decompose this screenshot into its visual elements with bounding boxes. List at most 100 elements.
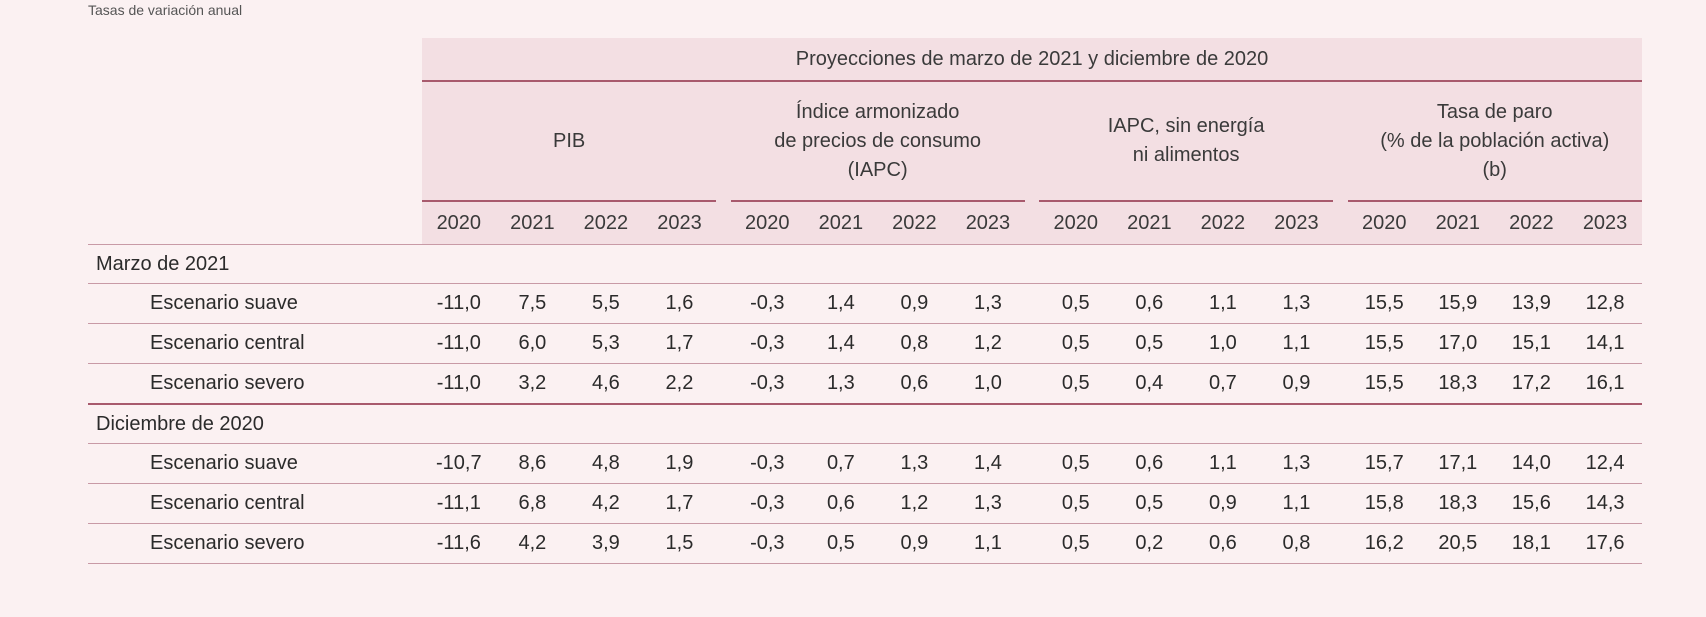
table-cell: 1,2 [877,483,952,524]
table-cell: 1,7 [642,483,717,524]
group-gap [1333,323,1348,364]
table-cell: 5,3 [569,323,643,364]
year-header: 2022 [1186,201,1260,245]
table-cell: -11,0 [422,363,496,405]
table-cell: 4,6 [569,363,643,405]
year-header: 2021 [1421,201,1495,245]
table-cell: -0,3 [730,283,805,324]
table-cell: 1,4 [804,283,878,324]
table-cell: 6,0 [495,323,570,364]
table-cell: 1,2 [951,323,1025,364]
table-cell: 0,9 [877,523,952,564]
table-cell: 0,7 [804,443,878,484]
group-header: Índice armonizado de precios de consumo (I… [730,81,1025,202]
group-gap [716,81,731,201]
group-gap [1024,363,1040,405]
group-gap [1024,201,1040,245]
section-label: Marzo de 2021 [88,244,423,284]
year-header: 2020 [1347,201,1422,245]
table-cell: 0,5 [1039,323,1113,364]
table-cell: 1,1 [1186,283,1260,324]
table-cell: 15,5 [1347,363,1422,405]
table-cell: 17,0 [1421,323,1495,364]
table-cell: 0,6 [1112,443,1187,484]
table-cell: 1,0 [951,363,1025,405]
year-header: 2023 [1568,201,1642,245]
table-cell: 5,5 [569,283,643,324]
table-cell: 14,3 [1568,483,1642,524]
group-gap [1333,483,1348,524]
table-cell: 14,0 [1494,443,1569,484]
row-label: Escenario suave [88,283,423,324]
group-gap [716,483,731,524]
group-gap [1024,443,1040,484]
group-gap [1333,363,1348,405]
table-cell: 7,5 [495,283,570,324]
table-cell: 1,9 [642,443,717,484]
group-gap [716,523,731,564]
table-cell: 13,9 [1494,283,1569,324]
section-row: Diciembre de 2020 [88,404,1642,444]
table-cell: -0,3 [730,443,805,484]
group-header: Tasa de paro (% de la población activa) (b… [1347,81,1642,202]
group-gap [1024,523,1040,564]
table-cell: 20,5 [1421,523,1495,564]
top-header: Proyecciones de marzo de 2021 y diciembr… [422,38,1642,82]
table-cell: 2,2 [642,363,717,405]
table-cell: 0,9 [1259,363,1334,405]
table-cell: 1,3 [951,283,1025,324]
year-header: 2022 [877,201,952,245]
table-cell: 3,2 [495,363,570,405]
table-cell: 15,1 [1494,323,1569,364]
year-header: 2020 [730,201,805,245]
table-cell: -10,7 [422,443,496,484]
table-cell: 0,5 [1112,483,1187,524]
table-cell: 16,1 [1568,363,1642,405]
table-cell: 1,0 [1186,323,1260,364]
table-cell: 6,8 [495,483,570,524]
table-row: Escenario suave -11,0 7,5 5,5 1,6 -0,3 1,4 0,9 1… [88,283,1642,324]
table-cell: 17,1 [1421,443,1495,484]
group-gap [1024,283,1040,324]
table-cell: -0,3 [730,483,805,524]
year-header: 2023 [951,201,1025,245]
table-cell: 12,4 [1568,443,1642,484]
table-cell: 1,1 [1186,443,1260,484]
table-cell: 12,8 [1568,283,1642,324]
table-cell: 0,5 [804,523,878,564]
table-cell: 1,3 [1259,283,1334,324]
year-header: 2021 [495,201,570,245]
group-gap [716,323,731,364]
section-fill [422,244,1642,284]
table-cell: 0,5 [1039,283,1113,324]
table-cell: 3,9 [569,523,643,564]
year-header: 2020 [1039,201,1113,245]
year-header: 2021 [1112,201,1187,245]
table-cell: 18,3 [1421,483,1495,524]
group-gap [716,443,731,484]
row-label: Escenario central [88,483,423,524]
table-cell: 0,4 [1112,363,1187,405]
year-header: 2022 [569,201,643,245]
row-label: Escenario central [88,323,423,364]
year-label-cell [88,201,423,245]
table-row: Escenario severo -11,6 4,2 3,9 1,5 -0,3 0,5 0,9… [88,523,1642,564]
table-cell: 0,5 [1039,363,1113,405]
table-cell: 4,8 [569,443,643,484]
table-cell: -0,3 [730,323,805,364]
table-row: Escenario central -11,1 6,8 4,2 1,7 -0,3 0,6 1,… [88,483,1642,524]
table-cell: 1,1 [1259,323,1334,364]
table-cell: 0,8 [1259,523,1334,564]
table-row: Escenario severo -11,0 3,2 4,6 2,2 -0,3 1,3 0,6… [88,363,1642,405]
table-cell: 0,6 [804,483,878,524]
table-cell: -11,0 [422,323,496,364]
table-cell: 1,3 [877,443,952,484]
row-label: Escenario severo [88,363,423,405]
group-gap [1333,201,1348,245]
table-row: Escenario central -11,0 6,0 5,3 1,7 -0,3 1,4 0,… [88,323,1642,364]
table-cell: 1,6 [642,283,717,324]
group-gap [716,201,731,245]
table-cell: 0,5 [1112,323,1187,364]
table-cell: 15,5 [1347,283,1422,324]
projections-table: Proyecciones de marzo de 2021 y diciembr… [88,38,1642,564]
